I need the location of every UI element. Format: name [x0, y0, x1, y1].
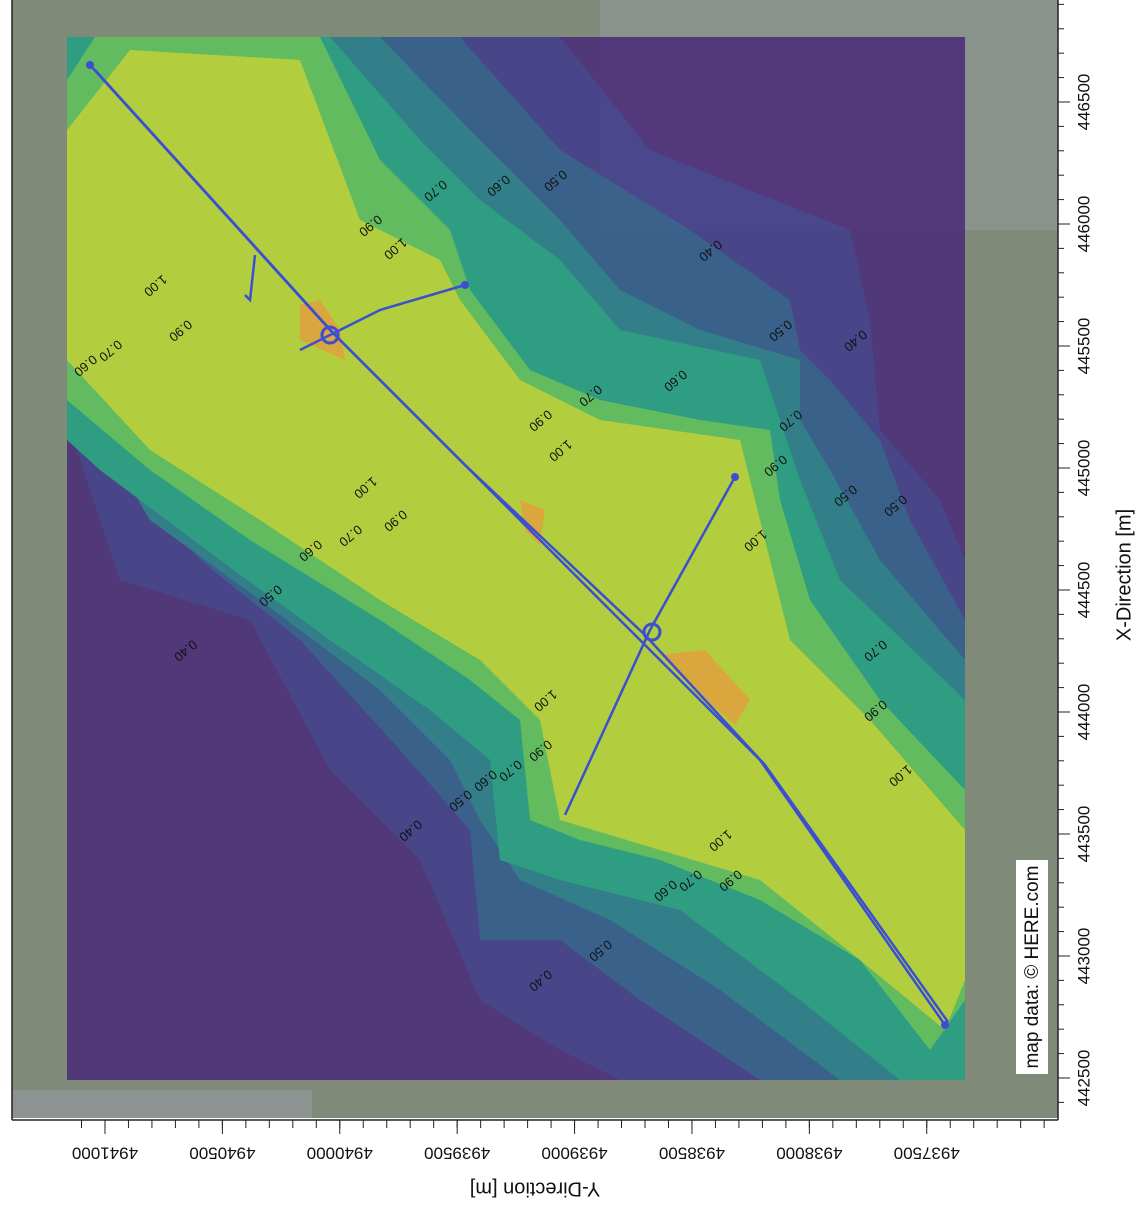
map-view: 0.700.600.500.901.000.401.000.900.700.60…	[0, 0, 1144, 1206]
y-tick-label: 4940000	[307, 1144, 373, 1163]
y-tick-label: 4941000	[72, 1144, 138, 1163]
page: 0.700.600.500.901.000.401.000.900.700.60…	[0, 0, 1144, 1211]
node	[461, 281, 469, 289]
x-tick-label: 446500	[1074, 74, 1093, 131]
y-tick-label: 4937500	[894, 1144, 960, 1163]
contour-bands	[67, 37, 965, 1080]
y-tick-label: 4939500	[424, 1144, 490, 1163]
node	[731, 473, 739, 481]
x-axis-title: X-Direction [m]	[1113, 509, 1135, 641]
x-tick-label: 445000	[1074, 440, 1093, 497]
y-tick-label: 4940500	[189, 1144, 255, 1163]
x-tick-label: 444500	[1074, 562, 1093, 619]
y-tick-label: 4938500	[659, 1144, 725, 1163]
x-tick-label: 444000	[1074, 684, 1093, 741]
node	[941, 1021, 949, 1029]
attribution: map data: © HERE.com	[1022, 865, 1043, 1068]
node	[86, 61, 94, 69]
y-axis-title: Y-Direction [m]	[470, 1178, 600, 1200]
y-tick-label: 4939000	[541, 1144, 607, 1163]
x-tick-label: 442500	[1074, 1050, 1093, 1107]
water	[12, 1090, 312, 1118]
y-tick-label: 4938000	[776, 1144, 842, 1163]
x-tick-label: 445500	[1074, 318, 1093, 375]
x-tick-label: 443500	[1074, 806, 1093, 863]
x-tick-label: 446000	[1074, 196, 1093, 253]
x-tick-label: 443000	[1074, 928, 1093, 985]
